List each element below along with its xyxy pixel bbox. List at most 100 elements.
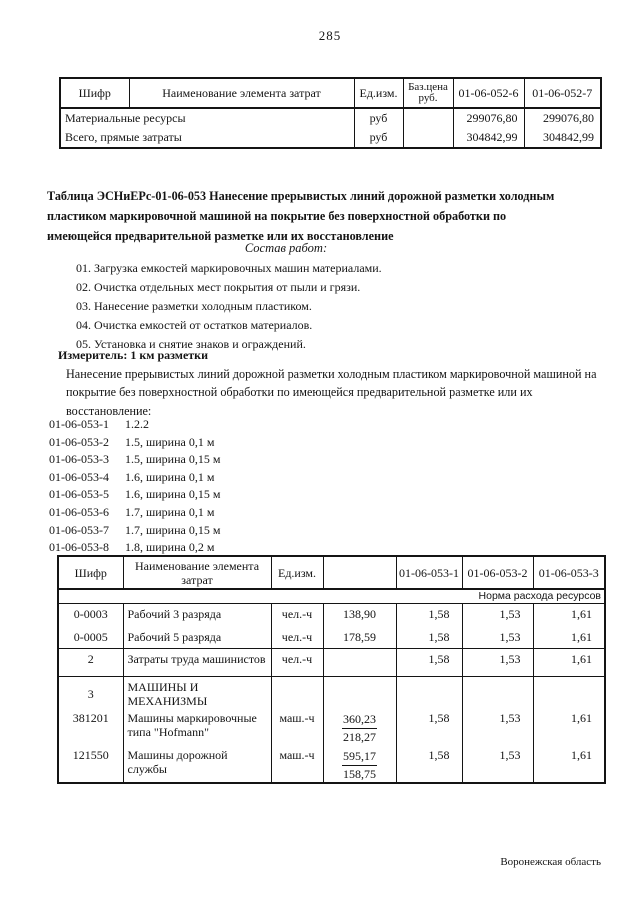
row-value: 299076,80 (523, 107, 602, 128)
col-header-unit: Ед.изм. (270, 555, 324, 590)
row-base-price (402, 107, 454, 128)
row-value: 1,61 (532, 626, 606, 649)
variant-desc: 1.6, ширина 0,15 м (125, 487, 221, 502)
row-value: 1,53 (461, 708, 534, 745)
table-row: 381201 Машины маркировочные типа "Hofman… (57, 708, 606, 745)
variant-code: 01-06-053-4 (49, 469, 109, 484)
variant-code: 01-06-053-5 (49, 487, 109, 502)
row-code: 0-0005 (57, 626, 124, 649)
price-fraction: 360,23 218,27 (342, 712, 377, 745)
row-price-fraction: 595,17 158,75 (322, 745, 397, 784)
row-unit: чел.-ч (270, 648, 324, 677)
row-code: 3 (57, 676, 124, 708)
row-name: Рабочий 5 разряда (122, 626, 272, 649)
variant-row: 01-06-053-7 1.7, ширина 0,15 м (49, 522, 220, 540)
row-label: Всего, прямые затраты (59, 128, 355, 149)
variant-code: 01-06-053-1 (49, 417, 109, 431)
col-header-name: Наименование элемента затрат (128, 77, 355, 109)
row-unit (270, 676, 324, 708)
row-value: 1,61 (532, 745, 606, 784)
row-value: 1,53 (461, 603, 534, 627)
variant-desc: 1.5, ширина 0,1 м (125, 434, 215, 449)
table-title: Таблица ЭСНиЕРс-01-06-053 Нанесение прер… (47, 189, 555, 243)
measure-line: Измеритель: 1 км разметки (58, 348, 209, 362)
table-row: 2 Затраты труда машинистов чел.-ч 1,58 1… (57, 648, 606, 677)
variant-desc: 1.2.2 (125, 417, 149, 431)
row-base-price (402, 128, 454, 149)
row-code: 121550 (57, 745, 124, 784)
row-code: 381201 (57, 708, 124, 745)
table-row: Всего, прямые затраты руб 304842,99 3048… (59, 128, 602, 149)
table-052-totals: Шифр Наименование элемента затрат Ед.изм… (59, 77, 602, 149)
row-code: 0-0003 (57, 603, 124, 627)
variant-code: 01-06-053-3 (49, 452, 109, 467)
row-unit: чел.-ч (270, 603, 324, 627)
row-value (461, 676, 534, 708)
price-numerator: 595,17 (342, 749, 377, 766)
row-value: 1,58 (395, 648, 463, 677)
row-label: Материальные ресурсы (59, 107, 355, 128)
col-header-052-6: 01-06-052-6 (452, 77, 525, 109)
col-header-base-price: Баз.цена руб. (402, 77, 454, 109)
variants-list: 01-06-053-1 1.2.2 01-06-053-2 1.5, ширин… (49, 416, 220, 557)
row-code: 2 (57, 648, 124, 677)
row-value (395, 676, 463, 708)
col-header-name: Наименование элемента затрат (122, 555, 272, 590)
row-value: 1,58 (395, 626, 463, 649)
row-unit: чел.-ч (270, 626, 324, 649)
works-list: 01. Загрузка емкостей маркировочных маши… (76, 259, 382, 354)
row-price (322, 648, 397, 677)
row-value: 1,58 (395, 745, 463, 784)
subheader-label: Норма расхода ресурсов (57, 588, 606, 604)
row-value: 1,53 (461, 626, 534, 649)
work-item: 05. Установка и снятие знаков и огражден… (76, 337, 306, 351)
section-description: Нанесение прерывистых линий дорожной раз… (66, 367, 597, 418)
table-row: 0-0005 Рабочий 5 разряда чел.-ч 178,59 1… (57, 626, 606, 649)
table-row: Материальные ресурсы руб 299076,80 29907… (59, 107, 602, 128)
table-subheader-row: Норма расхода ресурсов (57, 588, 606, 604)
row-price: 178,59 (322, 626, 397, 649)
row-price: 138,90 (322, 603, 397, 627)
table-row: 3 МАШИНЫ И МЕХАНИЗМЫ (57, 676, 606, 708)
price-fraction: 595,17 158,75 (342, 749, 377, 782)
row-value: 1,58 (395, 708, 463, 745)
table-053-norms: Шифр Наименование элемента затрат Ед.изм… (57, 555, 606, 784)
row-value: 1,58 (395, 603, 463, 627)
variant-desc: 1.5, ширина 0,15 м (125, 452, 221, 467)
row-unit: руб (353, 128, 404, 149)
variant-row: 01-06-053-5 1.6, ширина 0,15 м (49, 486, 220, 504)
work-item: 03. Нанесение разметки холодным пластико… (76, 299, 312, 313)
variant-row: 01-06-053-3 1.5, ширина 0,15 м (49, 451, 220, 469)
row-name: МАШИНЫ И МЕХАНИЗМЫ (122, 676, 272, 708)
col-header-053-2: 01-06-053-2 (461, 555, 534, 590)
work-item: 01. Загрузка емкостей маркировочных маши… (76, 261, 382, 275)
table-header-row: Шифр Наименование элемента затрат Ед.изм… (57, 555, 606, 590)
work-item: 04. Очистка емкостей от остатков материа… (76, 318, 313, 332)
variant-desc: 1.7, ширина 0,1 м (125, 504, 215, 519)
row-name: Машины маркировочные типа "Hofmann" (122, 708, 272, 745)
variant-code: 01-06-053-8 (49, 540, 109, 555)
region-footer: Воронежская область (500, 856, 601, 868)
variant-code: 01-06-053-6 (49, 504, 109, 519)
row-name: Затраты труда машинистов (122, 648, 272, 677)
col-header-price (322, 555, 397, 590)
row-price (322, 676, 397, 708)
table-row: 121550 Машины дорожной службы маш.-ч 595… (57, 745, 606, 784)
row-value: 304842,99 (523, 128, 602, 149)
row-value: 1,53 (461, 648, 534, 677)
row-unit: маш.-ч (270, 745, 324, 784)
variant-code: 01-06-053-7 (49, 522, 109, 537)
variant-code: 01-06-053-2 (49, 434, 109, 449)
variant-desc: 1.7, ширина 0,15 м (125, 522, 221, 537)
row-unit: руб (353, 107, 404, 128)
col-header-code: Шифр (59, 77, 130, 109)
table-row: 0-0003 Рабочий 3 разряда чел.-ч 138,90 1… (57, 603, 606, 627)
page-number: 285 (318, 28, 342, 43)
col-header-unit: Ед.изм. (353, 77, 404, 109)
work-item: 02. Очистка отдельных мест покрытия от п… (76, 280, 361, 294)
row-value: 1,61 (532, 603, 606, 627)
col-header-053-3: 01-06-053-3 (532, 555, 606, 590)
variant-row: 01-06-053-4 1.6, ширина 0,1 м (49, 469, 220, 487)
col-header-053-1: 01-06-053-1 (395, 555, 463, 590)
